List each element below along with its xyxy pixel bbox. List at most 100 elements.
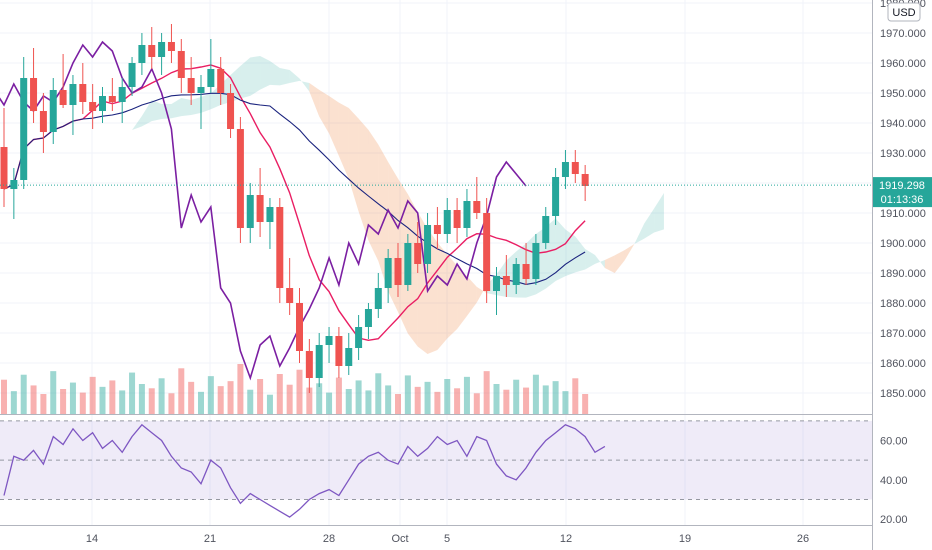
candle-body — [177, 51, 185, 78]
volume-bar — [316, 383, 323, 414]
time-tick-label: 5 — [444, 533, 450, 545]
volume-bar — [493, 384, 500, 414]
candle-body — [108, 96, 116, 102]
volume-bar — [109, 380, 116, 414]
cloud-segment — [398, 178, 408, 334]
time-tick-label: 26 — [797, 533, 809, 545]
volume-bar — [188, 381, 195, 414]
cloud-segment — [614, 250, 625, 273]
time-tick-label: 28 — [323, 533, 335, 545]
volume-bar — [99, 386, 106, 414]
candle-body — [315, 345, 323, 378]
candle-body — [10, 180, 18, 189]
candle-body — [227, 93, 235, 129]
cloud-segment — [654, 193, 664, 233]
time-tick-label: 21 — [204, 533, 216, 545]
cloud-segment — [329, 96, 339, 156]
cloud-segment — [506, 251, 517, 298]
candle-body — [0, 147, 8, 189]
candle-body — [325, 336, 333, 345]
volume-bar — [375, 373, 382, 414]
candle-body — [502, 276, 510, 285]
cloud-segment — [378, 144, 389, 292]
volume-bar — [10, 391, 17, 414]
volume-bar — [444, 379, 451, 414]
volume-bar — [513, 379, 520, 414]
candle-body — [79, 84, 87, 102]
candle-body — [246, 195, 254, 228]
rsi-pane — [0, 420, 872, 518]
volume-bar — [20, 374, 27, 414]
volume-bar — [434, 391, 441, 414]
volume-bar — [572, 378, 579, 414]
candle-body — [276, 207, 284, 288]
volume-bar — [148, 388, 155, 414]
candle-body — [207, 69, 215, 87]
candle-body — [217, 69, 225, 93]
time-axis-labels: 14 21 28 Oct 5 12 19 26 — [86, 533, 809, 545]
cloud-segment — [466, 276, 477, 316]
volume-bar — [138, 384, 145, 414]
volume-bar — [355, 380, 362, 414]
candle-body — [473, 201, 481, 213]
candle-body — [542, 216, 550, 243]
volume-bar — [30, 385, 37, 414]
volume-bar — [424, 381, 431, 414]
volume-bar — [266, 394, 273, 414]
candle-body — [39, 111, 47, 132]
candle-body — [138, 45, 146, 63]
volume-bar — [552, 381, 559, 414]
cloud-segment — [555, 218, 566, 281]
candle-body — [424, 225, 432, 264]
time-tick-label: 14 — [86, 533, 98, 545]
candle-body — [286, 288, 294, 303]
volume-bar — [473, 393, 480, 414]
candle-body — [433, 225, 441, 234]
currency-badge-label: USD — [892, 7, 915, 19]
volume-bar — [532, 374, 539, 414]
cloud-segment — [437, 242, 448, 350]
candle-body — [59, 90, 67, 105]
volume-bars — [1, 364, 589, 414]
cloud-segment — [338, 102, 349, 179]
candlestick-series — [0, 24, 589, 393]
candle-body — [581, 174, 589, 186]
volume-bar — [40, 394, 47, 414]
currency-badge[interactable]: USD — [887, 2, 921, 22]
cloud-segment — [388, 162, 398, 312]
rsi-tick-label: 20.00 — [880, 514, 908, 526]
time-tick-label: 12 — [560, 533, 572, 545]
cloud-segment — [289, 70, 300, 83]
candle-body — [374, 288, 382, 309]
cloud-segment — [319, 89, 330, 134]
candle-body — [158, 42, 166, 57]
volume-bar — [582, 394, 589, 414]
cloud-segment — [141, 100, 152, 127]
candle-body — [20, 78, 28, 180]
candle-body — [364, 309, 372, 327]
volume-bar — [385, 385, 392, 414]
volume-bar — [463, 376, 470, 414]
last-price-label: 1919.298 — [879, 180, 925, 192]
lagging-span — [0, 40, 527, 381]
candle-body — [118, 87, 126, 102]
price-tick-label: 1850.000 — [880, 388, 926, 400]
candle-body — [167, 42, 175, 51]
candle-body — [561, 162, 569, 177]
volume-bar — [306, 387, 313, 414]
candle-body — [305, 351, 313, 378]
volume-bar — [286, 384, 293, 414]
volume-bar — [60, 389, 67, 414]
volume-bar — [483, 371, 490, 414]
candle-body — [512, 264, 520, 285]
price-tick-label: 1890.000 — [880, 268, 926, 280]
candle-body — [463, 201, 471, 228]
candle-body — [128, 63, 136, 87]
volume-bar — [562, 391, 569, 414]
cloud-segment — [595, 255, 605, 268]
time-tick-label: Oct — [391, 533, 408, 545]
rsi-line — [3, 423, 606, 518]
candle-body — [30, 78, 38, 111]
